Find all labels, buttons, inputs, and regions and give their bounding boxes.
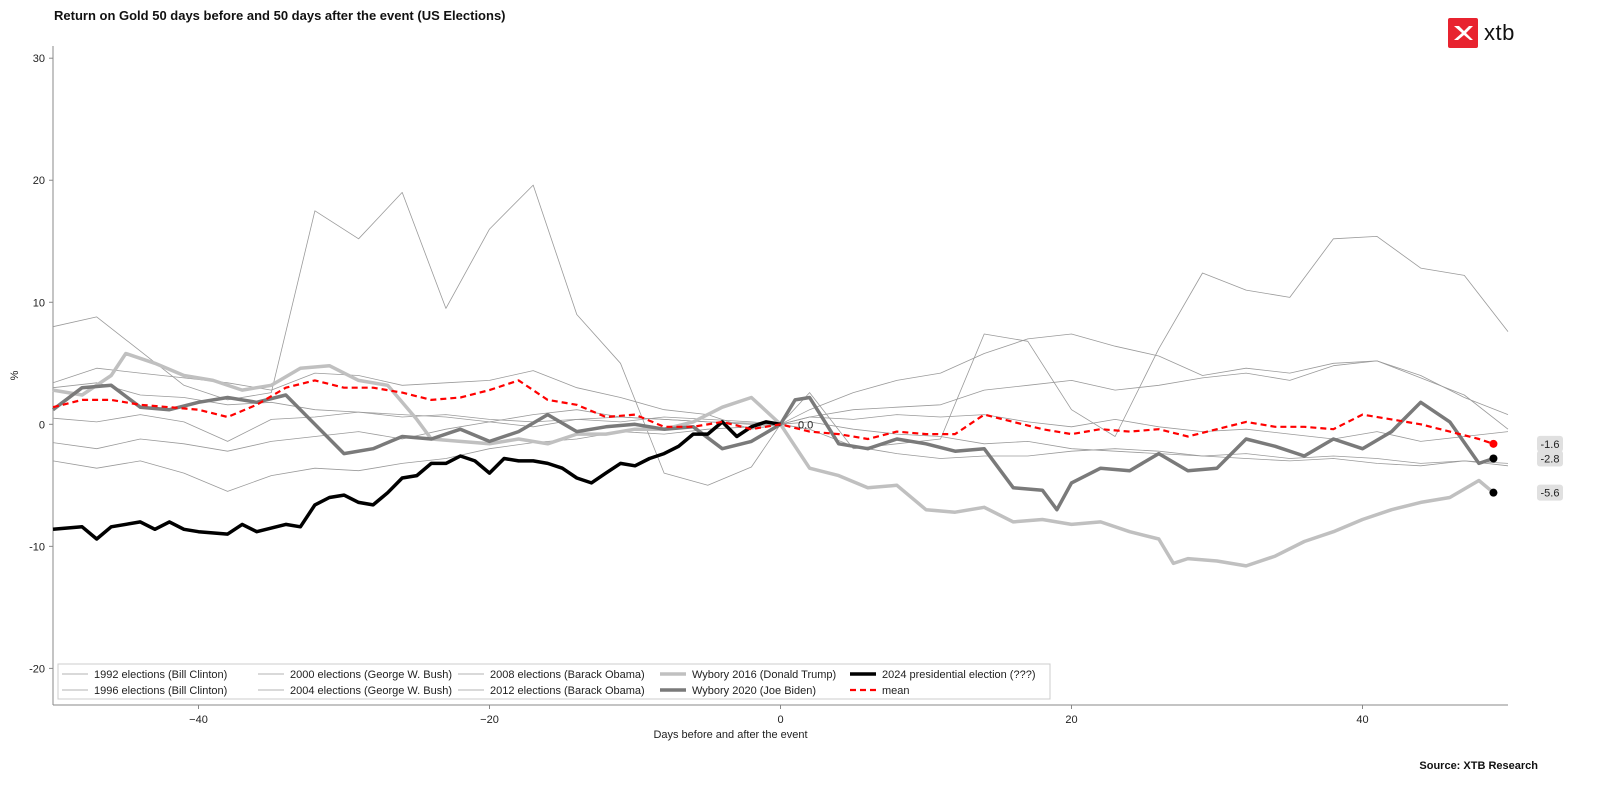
x-tick-label: −20 (480, 714, 499, 726)
legend-entry-4: 2008 elections (Barack Obama) (490, 669, 645, 681)
y-tick-label: 20 (33, 175, 45, 187)
legend-entry-9: mean (882, 685, 910, 697)
legend-entry-7: Wybory 2020 (Joe Biden) (692, 685, 816, 697)
legend-entry-8: 2024 presidential election (???) (882, 669, 1036, 681)
end-label-1: -2.8 (1541, 453, 1560, 465)
x-tick-label: 20 (1065, 714, 1077, 726)
legend-entry-3: 2004 elections (George W. Bush) (290, 685, 452, 697)
y-tick-label: 0 (39, 419, 45, 431)
end-dot-2 (1489, 488, 1498, 497)
legend-entry-5: 2012 elections (Barack Obama) (490, 685, 645, 697)
x-axis-label: Days before and after the event (653, 729, 807, 741)
end-label-box-0 (1537, 435, 1563, 452)
series-line-9 (52, 379, 1494, 445)
x-tick-label: 40 (1356, 714, 1368, 726)
legend-entry-2: 2000 elections (George W. Bush) (290, 669, 452, 681)
series-line-7 (51, 383, 1495, 512)
y-tick-label: -20 (29, 663, 45, 675)
end-label-0: -1.6 (1541, 439, 1560, 451)
brand-logo: xtb (1448, 18, 1515, 48)
zero-annotation: 0.0 (798, 419, 813, 431)
x-tick-label: 0 (777, 714, 783, 726)
x-tick-label: −40 (189, 714, 208, 726)
end-dot-0 (1489, 439, 1498, 448)
y-tick-label: -10 (29, 541, 45, 553)
y-tick-label: 30 (33, 53, 45, 65)
end-label-2: -5.6 (1541, 488, 1560, 500)
series-line-5 (52, 333, 1509, 430)
y-axis-label: % (9, 370, 21, 380)
series-line-4 (52, 184, 1509, 486)
end-label-box-2 (1537, 484, 1563, 501)
brand-name: xtb (1484, 20, 1515, 45)
end-label-box-1 (1537, 450, 1563, 467)
end-dot-1 (1489, 454, 1498, 463)
source-note: Source: XTB Research (1419, 760, 1538, 772)
series-line-3 (52, 360, 1509, 452)
series-line-8 (52, 420, 781, 541)
legend-entry-0: 1992 elections (Bill Clinton) (94, 669, 227, 681)
legend-entry-6: Wybory 2016 (Donald Trump) (692, 669, 836, 681)
series-line-6 (52, 351, 1495, 568)
xtb-logo-icon (1448, 18, 1478, 48)
chart-title: Return on Gold 50 days before and 50 day… (54, 8, 506, 23)
legend-box (57, 663, 1051, 700)
legend-entry-1: 1996 elections (Bill Clinton) (94, 685, 227, 697)
y-tick-label: 10 (33, 297, 45, 309)
